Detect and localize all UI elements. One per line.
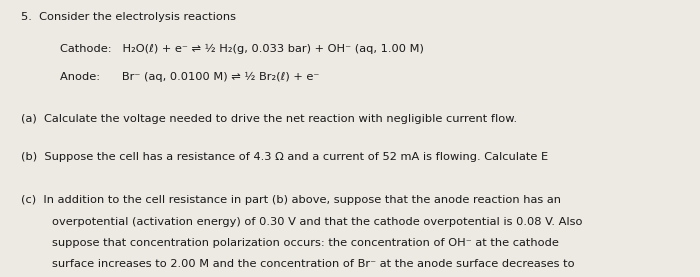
Text: (b)  Suppose the cell has a resistance of 4.3 Ω and a current of 52 mA is flowin: (b) Suppose the cell has a resistance of… — [21, 152, 548, 162]
Text: surface increases to 2.00 M and the concentration of Br⁻ at the anode surface de: surface increases to 2.00 M and the conc… — [52, 259, 575, 269]
Text: overpotential (activation energy) of 0.30 V and that the cathode overpotential i: overpotential (activation energy) of 0.3… — [52, 217, 583, 227]
Text: (a)  Calculate the voltage needed to drive the net reaction with negligible curr: (a) Calculate the voltage needed to driv… — [21, 114, 517, 124]
Text: (c)  In addition to the cell resistance in part (b) above, suppose that the anod: (c) In addition to the cell resistance i… — [21, 195, 561, 205]
Text: suppose that concentration polarization occurs: the concentration of OH⁻ at the : suppose that concentration polarization … — [52, 238, 559, 248]
Text: Anode:      Br⁻ (aq, 0.0100 M) ⇌ ½ Br₂(ℓ) + e⁻: Anode: Br⁻ (aq, 0.0100 M) ⇌ ½ Br₂(ℓ) + e… — [60, 72, 319, 82]
Text: Cathode:   H₂O(ℓ) + e⁻ ⇌ ½ H₂(g, 0.033 bar) + OH⁻ (aq, 1.00 M): Cathode: H₂O(ℓ) + e⁻ ⇌ ½ H₂(g, 0.033 bar… — [60, 44, 424, 54]
Text: 5.  Consider the electrolysis reactions: 5. Consider the electrolysis reactions — [21, 12, 236, 22]
